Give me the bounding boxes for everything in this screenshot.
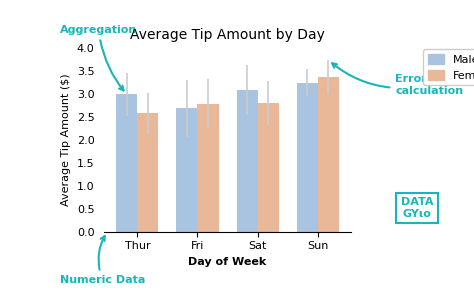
Title: Average Tip Amount by Day: Average Tip Amount by Day	[130, 28, 325, 42]
Text: DATA
GYιo: DATA GYιo	[401, 197, 433, 219]
Legend: Male, Female: Male, Female	[423, 49, 474, 86]
Bar	[116, 94, 137, 232]
Bar	[237, 90, 257, 232]
Bar	[176, 108, 198, 232]
Text: Aggregation: Aggregation	[60, 25, 137, 91]
Bar	[137, 113, 158, 232]
X-axis label: Day of Week: Day of Week	[188, 257, 267, 267]
Text: Error
calculation: Error calculation	[332, 63, 463, 96]
Bar	[318, 77, 339, 232]
Y-axis label: Average Tip Amount ($): Average Tip Amount ($)	[61, 73, 71, 206]
Text: Numeric Data: Numeric Data	[60, 236, 146, 285]
Bar	[198, 104, 219, 232]
Bar	[297, 83, 318, 232]
Text: Categorical Data: Categorical Data	[0, 296, 1, 297]
Bar	[257, 103, 279, 232]
